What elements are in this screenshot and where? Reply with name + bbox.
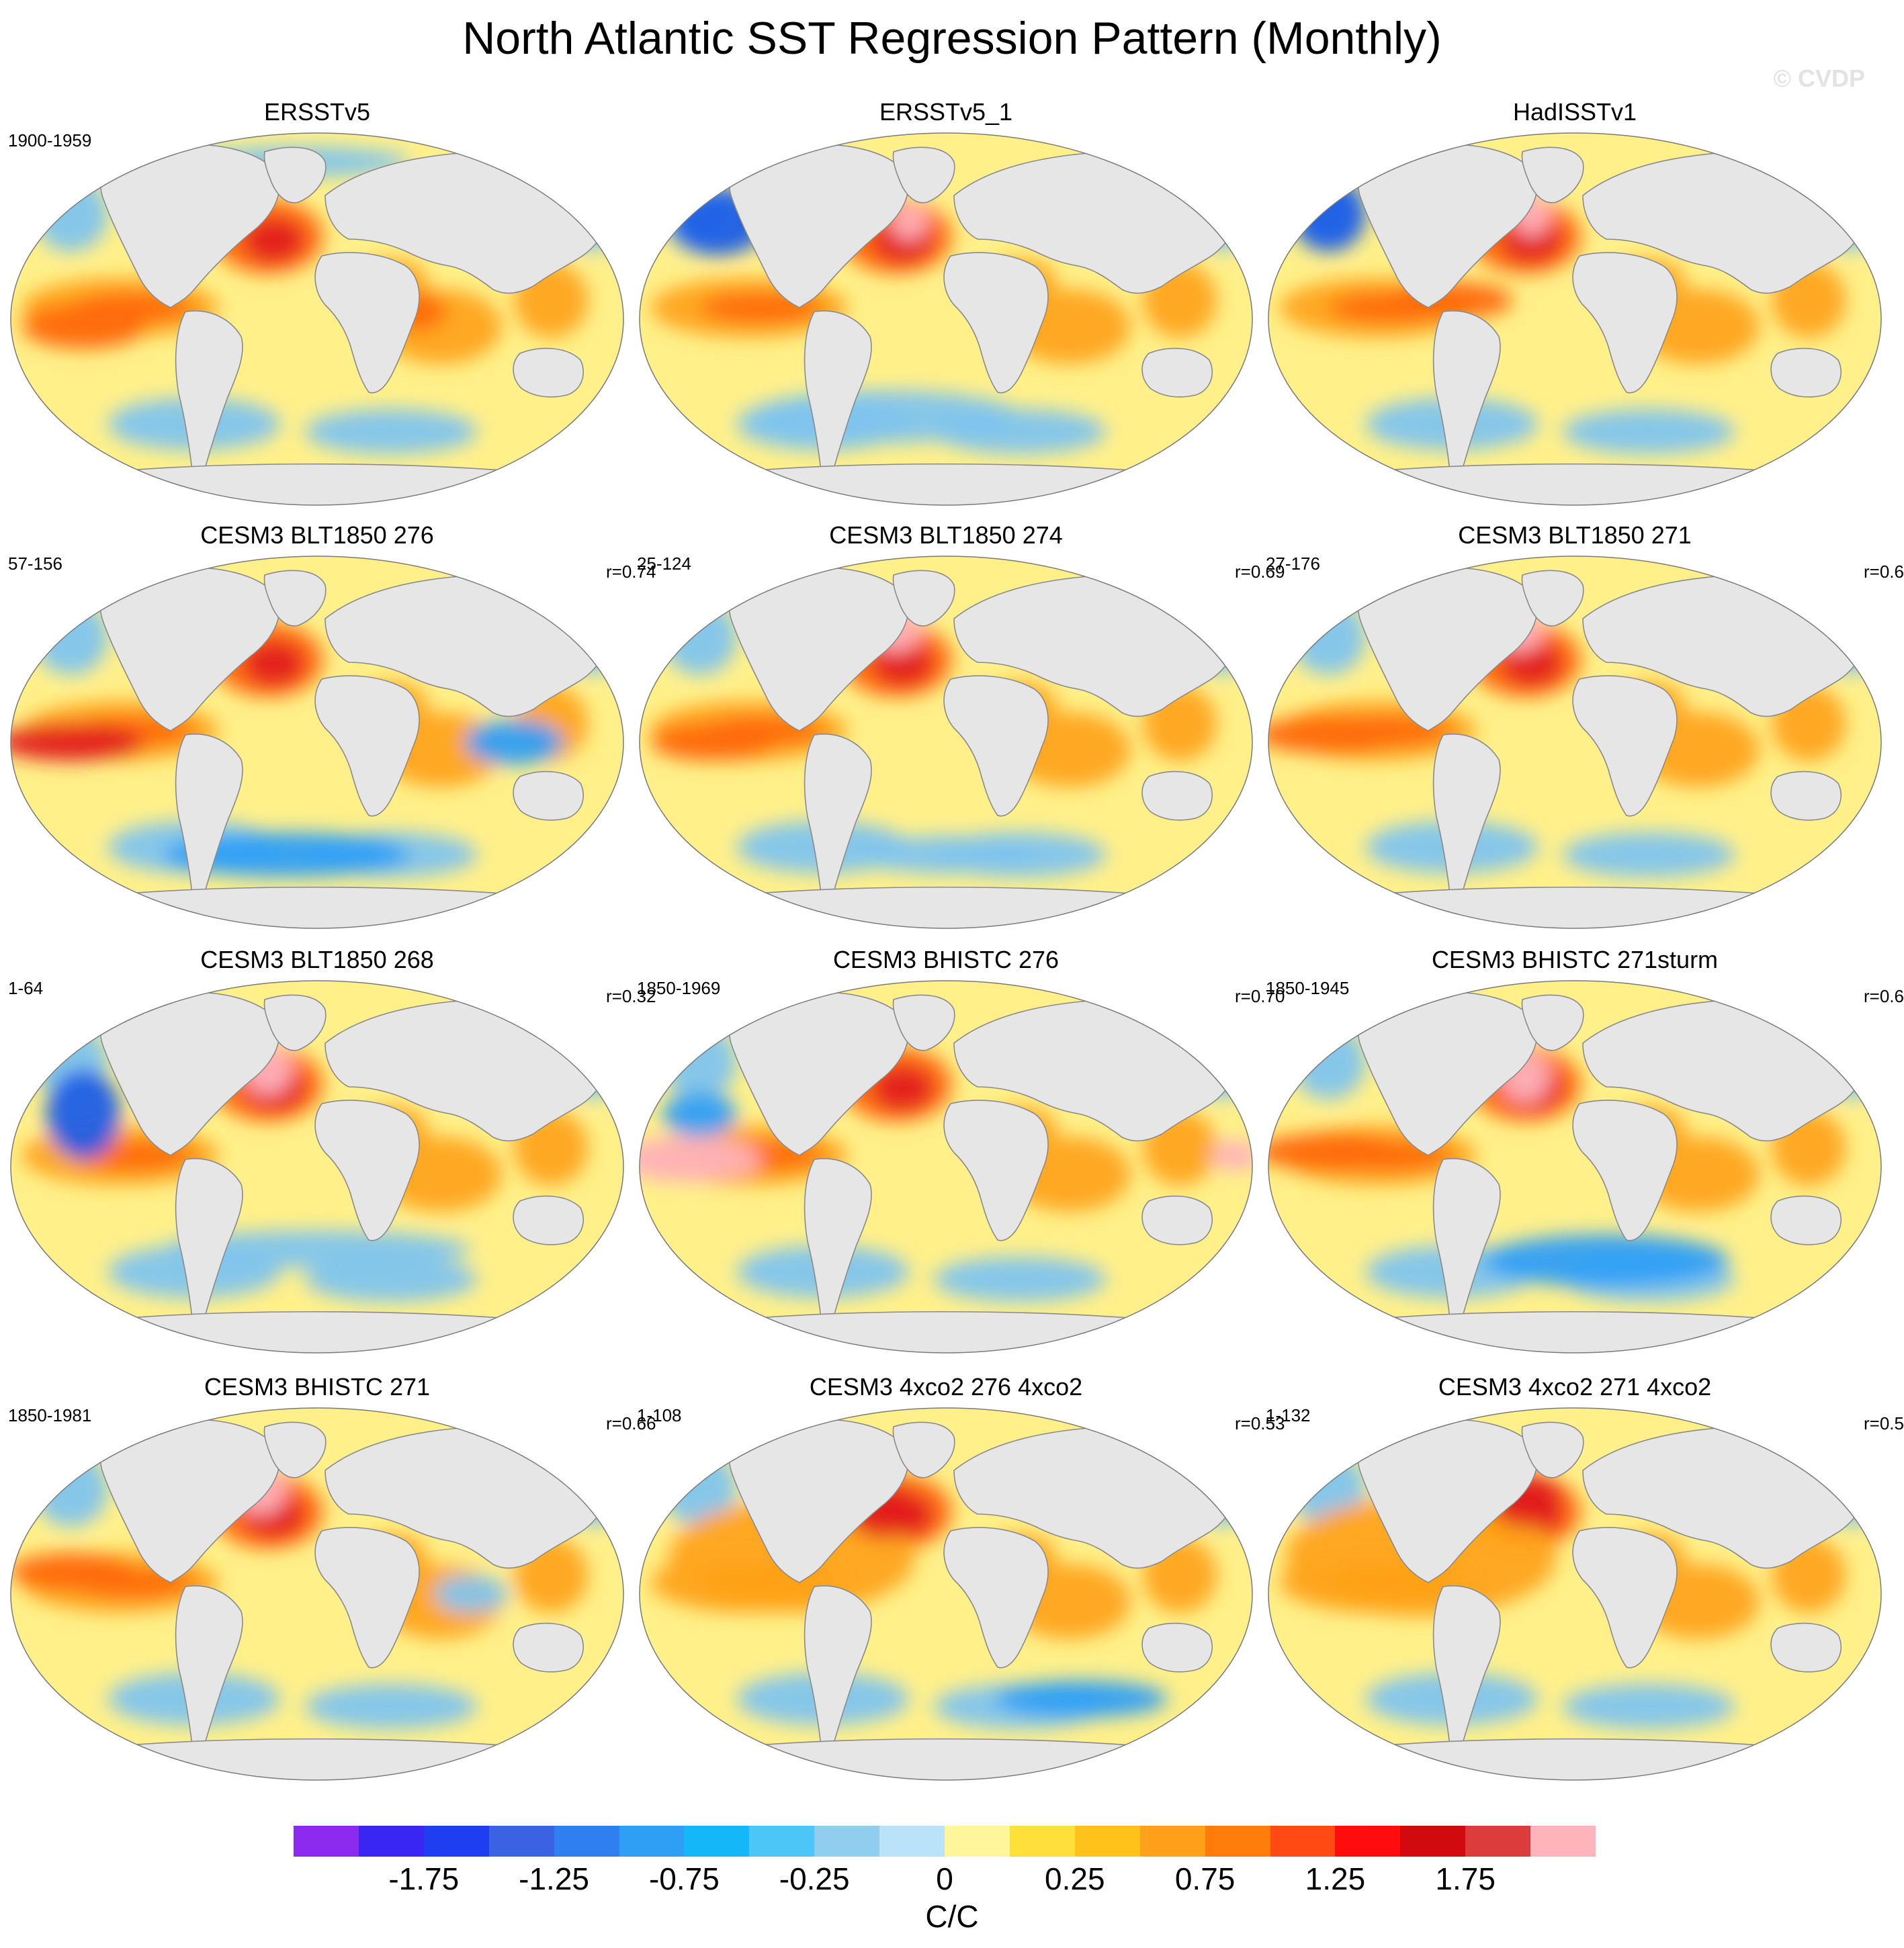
sst-regression-map <box>10 556 624 929</box>
colorbar-swatch <box>619 1826 685 1857</box>
panel-title: CESM3 BHISTC 271 <box>204 1373 431 1401</box>
sst-regression-map <box>639 132 1253 506</box>
colorbar-swatch <box>945 1826 1010 1857</box>
panel-period: 1900-1959 <box>8 130 92 150</box>
sst-regression-map <box>639 1407 1253 1781</box>
panel-correlation: r=0.69 <box>1235 562 1285 582</box>
panel-period: 1-64 <box>8 978 44 998</box>
colorbar-swatch <box>684 1826 750 1857</box>
sst-regression-map <box>1268 132 1882 506</box>
land-mask <box>689 1419 1241 1780</box>
land-mask <box>60 144 612 505</box>
panel-title: ERSSTv5_1 <box>879 98 1013 126</box>
colorbar-swatch <box>1400 1826 1466 1857</box>
panel-title: CESM3 4xco2 276 4xco2 <box>809 1373 1083 1401</box>
colorbar-tick-label: 0 <box>936 1861 953 1896</box>
panel-period: 1-132 <box>1266 1405 1311 1425</box>
sst-anomaly-shading <box>1268 1024 1876 1302</box>
sst-regression-map <box>1268 1407 1882 1781</box>
colorbar-tick-label: -1.25 <box>519 1861 590 1896</box>
colorbar-tick-label: -0.75 <box>648 1861 720 1896</box>
panel-title: CESM3 BLT1850 271 <box>1458 521 1692 549</box>
colorbar-swatch <box>1530 1826 1596 1857</box>
colorbar-units: C/C <box>925 1899 979 1934</box>
colorbar-swatch <box>1465 1826 1531 1857</box>
sst-regression-map <box>1268 556 1882 929</box>
panel-title: HadISSTv1 <box>1512 98 1637 126</box>
sst-regression-map <box>10 1407 624 1781</box>
sst-regression-map <box>639 980 1253 1354</box>
panel-correlation: r=0.74 <box>606 562 656 582</box>
panel-correlation: r=0.65 <box>1864 562 1904 582</box>
colorbar-swatch <box>1270 1826 1336 1857</box>
panel-correlation: r=0.70 <box>1235 986 1285 1006</box>
sst-regression-map <box>10 132 624 506</box>
colorbar-swatch <box>879 1826 945 1857</box>
sst-regression-map <box>639 556 1253 929</box>
sst-regression-map <box>1268 980 1882 1354</box>
panel-title: CESM3 4xco2 271 4xco2 <box>1438 1373 1712 1401</box>
panel-title: CESM3 BHISTC 271sturm <box>1431 946 1719 973</box>
colorbar-tick-label: -1.75 <box>388 1861 460 1896</box>
colorbar-swatch <box>294 1826 359 1857</box>
panel-period: 1850-1969 <box>637 978 721 998</box>
colorbar-swatch <box>1009 1826 1076 1857</box>
cvdp-credit: © CVDP <box>1773 64 1865 92</box>
panel-correlation: r=0.66 <box>1864 986 1904 1006</box>
panel-title: CESM3 BHISTC 276 <box>832 946 1059 973</box>
colorbar-swatch <box>814 1826 880 1857</box>
panel-title: ERSSTv5 <box>263 98 371 126</box>
colorbar-swatch <box>554 1826 619 1857</box>
panel-period: 1850-1945 <box>1266 978 1350 998</box>
colorbar-swatch <box>1074 1826 1141 1857</box>
panel-title: CESM3 BLT1850 276 <box>200 521 434 549</box>
colorbar-tick-label: 0.25 <box>1045 1861 1105 1896</box>
panel-period: 1-108 <box>637 1405 682 1425</box>
land-mask <box>1318 144 1870 505</box>
panel-period: 27-176 <box>1266 554 1320 574</box>
colorbar-swatch <box>1139 1826 1206 1857</box>
panel-correlation: r=0.66 <box>606 1413 656 1433</box>
panel-title: CESM3 BLT1850 268 <box>200 946 434 973</box>
sst-regression-map <box>10 980 624 1354</box>
panel-correlation: r=0.53 <box>1235 1413 1285 1433</box>
colorbar <box>294 1826 1596 1857</box>
panel-title: CESM3 BLT1850 274 <box>829 521 1063 549</box>
colorbar-tick-label: 0.75 <box>1174 1861 1236 1896</box>
colorbar-swatch <box>423 1826 490 1857</box>
panel-correlation: r=0.55 <box>1864 1413 1904 1433</box>
figure-title: North Atlantic SST Regression Pattern (M… <box>462 13 1442 64</box>
colorbar-tick-label: 1.25 <box>1305 1861 1366 1896</box>
panel-period: 25-124 <box>637 554 691 574</box>
colorbar-tick-label: 1.75 <box>1435 1861 1496 1896</box>
colorbar-swatch <box>488 1826 555 1857</box>
panel-period: 1850-1981 <box>8 1405 92 1425</box>
colorbar-swatch <box>1205 1826 1270 1857</box>
colorbar-swatch <box>1335 1826 1401 1857</box>
colorbar-swatch <box>749 1826 815 1857</box>
colorbar-swatch <box>358 1826 425 1857</box>
panel-correlation: r=0.32 <box>606 986 656 1006</box>
colorbar-tick-label: -0.25 <box>779 1861 850 1896</box>
panel-period: 57-156 <box>8 554 62 574</box>
